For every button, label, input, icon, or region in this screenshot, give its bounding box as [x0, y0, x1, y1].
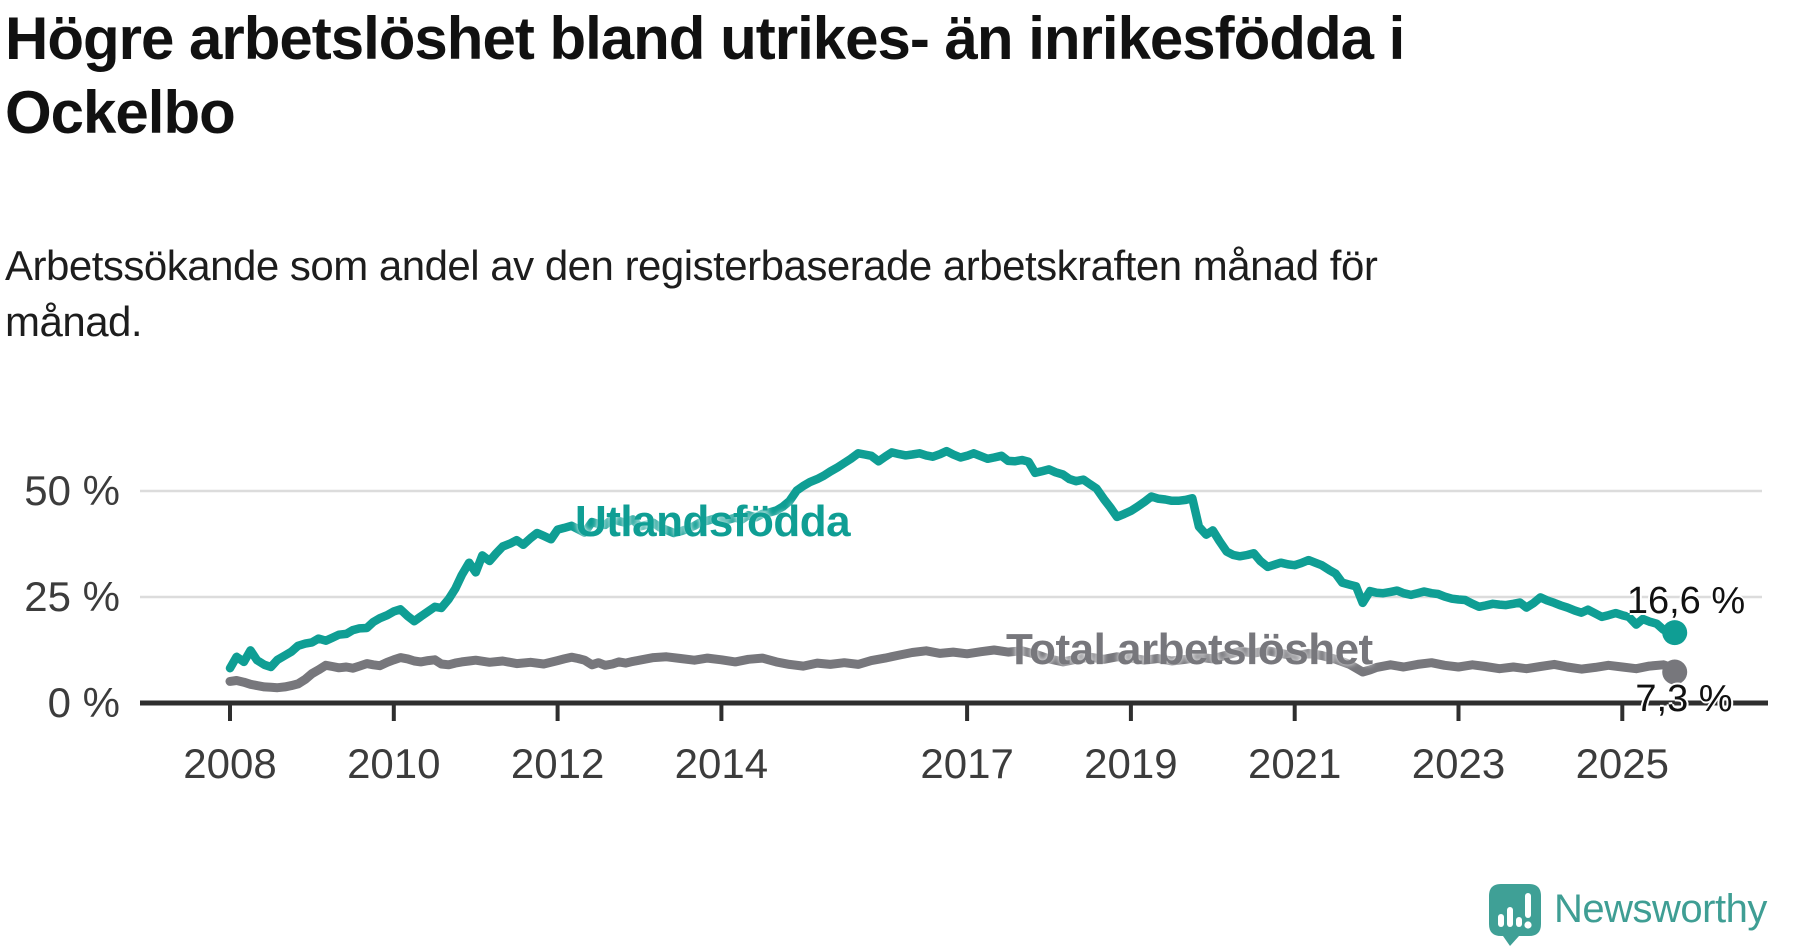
series-label-utlandsfodda: Utlandsfödda	[575, 497, 851, 546]
x-tick-label-2014: 2014	[674, 740, 769, 787]
y-tick-label-50: 50 %	[24, 467, 120, 514]
newsworthy-logo: Newsworthy	[1489, 884, 1767, 946]
y-tick-label-0: 0 %	[47, 679, 120, 726]
series-line-0	[225, 446, 1679, 673]
x-tick-label-2017: 2017	[920, 740, 1014, 787]
series-end-dot-1	[1662, 659, 1688, 685]
x-tick-label-2023: 2023	[1411, 740, 1506, 787]
y-tick-label-25: 25 %	[24, 573, 120, 620]
end-value-label-total: 7,3 %	[1635, 678, 1733, 720]
newsworthy-logo-text: Newsworthy	[1554, 887, 1767, 931]
x-tick-label-2012: 2012	[510, 740, 605, 787]
series-label-total-arbetsloshet: Total arbetslöshet	[1006, 625, 1373, 674]
series-end-dot-0	[1662, 620, 1688, 646]
page-subtitle: Arbetssökande som andel av den registerb…	[5, 242, 1378, 345]
x-tick-label-2021: 2021	[1247, 740, 1342, 787]
page-title: Högre arbetslöshet bland utrikes- än inr…	[5, 5, 1405, 146]
x-tick-label-2025: 2025	[1575, 740, 1670, 787]
x-tick-label-2008: 2008	[183, 740, 277, 787]
x-tick-label-2010: 2010	[347, 740, 441, 787]
series-line-1	[225, 645, 1680, 693]
newsworthy-bar-chart-bubble-icon	[1489, 884, 1541, 946]
end-value-label-utlandsfodda: 16,6 %	[1626, 580, 1746, 622]
x-tick-label-2019: 2019	[1084, 740, 1178, 787]
